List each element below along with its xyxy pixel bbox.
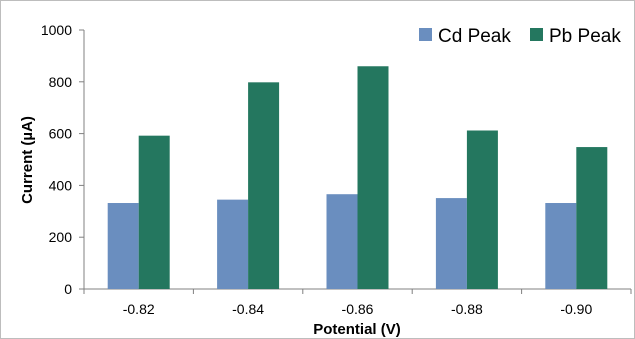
bar-pb-peak	[248, 82, 280, 290]
bar-group	[107, 66, 608, 290]
bar-cd-peak	[107, 203, 139, 289]
x-axis-title: Potential (V)	[313, 321, 401, 338]
y-tick-label: 200	[49, 229, 73, 245]
y-tick-label: 600	[49, 126, 73, 142]
bar-cd-peak	[217, 199, 249, 289]
y-tick-label: 400	[49, 177, 73, 193]
legend: Cd Peak Pb Peak	[419, 26, 621, 47]
bar-cd-peak	[326, 194, 358, 289]
x-tick-label: -0.86	[342, 301, 374, 317]
bar-pb-peak	[138, 135, 170, 289]
bar-pb-peak	[576, 147, 608, 289]
bar-pb-peak	[357, 66, 389, 289]
bar-cd-peak	[435, 198, 467, 289]
x-tick-label: -0.82	[123, 301, 155, 317]
y-tick-label: 1000	[41, 22, 72, 38]
x-tick-label: -0.84	[232, 301, 264, 317]
legend-swatch-pb-peak	[530, 28, 543, 41]
y-axis-title: Current (µA)	[19, 116, 36, 204]
x-tick-label: -0.88	[451, 301, 483, 317]
bar-pb-peak	[466, 130, 498, 289]
legend-label-cd-peak: Cd Peak	[438, 26, 511, 47]
y-tick-label: 0	[64, 281, 72, 297]
x-axis: -0.82 -0.84 -0.86 -0.88 -0.90	[83, 288, 632, 317]
y-tick-label: 800	[49, 74, 73, 90]
legend-swatch-cd-peak	[419, 28, 432, 41]
legend-label-pb-peak: Pb Peak	[549, 26, 621, 47]
y-tick-group: 0 200 400 600 800 1000	[41, 22, 84, 297]
x-tick-group: -0.82 -0.84 -0.86 -0.88 -0.90	[83, 289, 632, 317]
bar-cd-peak	[545, 203, 577, 289]
y-axis: 0 200 400 600 800 1000	[41, 22, 85, 297]
x-tick-label: -0.90	[560, 301, 592, 317]
